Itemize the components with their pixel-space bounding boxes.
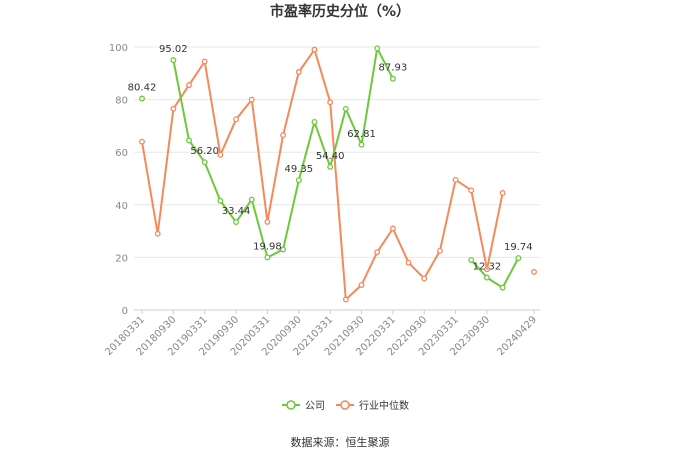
data-label: 49.35: [284, 164, 313, 175]
legend-label: 公司: [305, 401, 325, 412]
data-point: [342, 296, 349, 303]
data-label: 54.40: [316, 151, 345, 162]
data-point: [264, 254, 271, 261]
data-point: [154, 230, 161, 237]
y-tick-label: 40: [115, 201, 128, 212]
data-point: [264, 218, 271, 225]
data-point: [201, 159, 208, 166]
data-point: [217, 151, 224, 158]
data-label: 19.98: [253, 241, 282, 252]
data-point: [217, 197, 224, 204]
data-source: 数据来源：恒生聚源: [291, 435, 390, 449]
data-label: 62.81: [347, 129, 376, 140]
legend-marker: [340, 400, 350, 410]
data-point: [484, 274, 490, 281]
data-point: [186, 82, 192, 89]
data-point: [374, 45, 381, 52]
y-tick-label: 20: [115, 253, 128, 264]
data-point: [468, 187, 475, 194]
data-point: [327, 99, 334, 106]
data-point: [484, 266, 490, 273]
data-point: [201, 58, 208, 65]
data-label: 19.74: [504, 242, 533, 253]
y-tick-label: 80: [115, 96, 128, 107]
data-point: [170, 57, 177, 64]
data-point: [515, 255, 522, 262]
series-company: [139, 45, 522, 291]
data-point: [421, 275, 428, 282]
data-label: 95.02: [159, 44, 188, 55]
data-label: 33.44: [222, 206, 251, 217]
y-tick-label: 100: [109, 43, 128, 54]
data-point: [233, 219, 240, 226]
x-tick-label: 20240429: [495, 314, 539, 358]
data-point: [327, 163, 334, 170]
data-point: [358, 282, 365, 288]
data-point: [374, 249, 381, 256]
data-label: 80.42: [128, 82, 157, 93]
data-point: [499, 190, 506, 196]
data-label: 56.20: [190, 146, 219, 157]
data-labels: 80.42 95.02 56.20 33.44 19.98 49.3554.4062.81…: [128, 44, 533, 273]
data-point: [280, 132, 287, 139]
x-axis: 2018033120180930201903312019093020200331…: [103, 309, 540, 358]
y-tick-label: 0: [122, 306, 128, 317]
data-point: [389, 225, 396, 232]
chart-title: 市盈率历史分位（%）: [270, 3, 410, 20]
data-point: [248, 96, 255, 103]
data-point: [233, 116, 240, 123]
data-point: [499, 284, 506, 291]
data-point: [311, 119, 318, 125]
data-point: [342, 105, 349, 112]
data-point: [186, 137, 192, 144]
y-tick-label: 60: [115, 148, 128, 159]
data-point: [452, 176, 459, 183]
data-point: [531, 268, 537, 275]
y-axis: 0 20 40 60 80 100: [109, 43, 128, 317]
data-label: 12.32: [473, 262, 502, 273]
legend-marker: [286, 400, 296, 410]
data-point: [468, 257, 475, 263]
data-point: [248, 196, 255, 203]
series-line: [470, 257, 520, 289]
data-point: [139, 95, 145, 102]
series-layer: [139, 45, 537, 303]
data-point: [170, 105, 177, 112]
series-line: [141, 48, 504, 301]
data-point: [405, 259, 412, 266]
data-point: [295, 69, 302, 75]
data-point: [358, 141, 365, 148]
legend-label: 行业中位数: [359, 399, 409, 412]
data-point: [280, 246, 287, 253]
data-point: [295, 177, 302, 184]
legend-item-industry-median[interactable]: 行业中位数: [336, 399, 409, 412]
data-point: [311, 46, 318, 53]
data-label: 87.93: [379, 63, 408, 74]
data-point: [139, 138, 145, 145]
data-point: [436, 247, 443, 254]
legend[interactable]: 公司 行业中位数: [282, 399, 409, 412]
series-industry-median: [139, 46, 537, 303]
legend-item-company[interactable]: 公司: [282, 400, 325, 412]
data-point: [389, 75, 396, 82]
